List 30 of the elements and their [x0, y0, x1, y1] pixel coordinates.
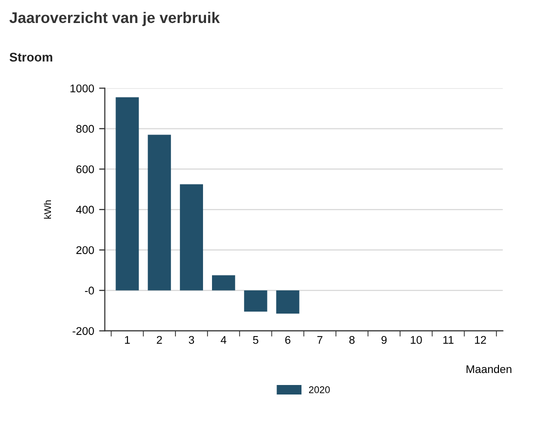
x-tick-label: 1: [125, 336, 130, 344]
legend-label: 2020: [309, 386, 330, 394]
chart-title: Jaaroverzicht van je verbruik: [9, 12, 220, 26]
bar: [276, 290, 300, 314]
y-tick-label: -0: [84, 286, 94, 295]
x-tick-label: 5: [253, 336, 258, 344]
x-tick-label: 12: [475, 336, 486, 344]
x-axis-title: Maanden: [466, 364, 512, 374]
x-tick-label: 8: [349, 336, 355, 344]
bar: [180, 184, 204, 290]
bar: [116, 97, 139, 290]
y-tick-label: 400: [76, 206, 94, 214]
y-tick-label: -200: [72, 327, 94, 335]
y-tick-label: 600: [76, 165, 94, 174]
y-tick-label: 200: [76, 246, 94, 254]
bar: [244, 290, 268, 312]
x-tick-label: 9: [381, 336, 387, 344]
y-tick-label: 1000: [70, 84, 94, 92]
x-tick-label: 6: [285, 336, 290, 344]
x-tick-label: 11: [443, 336, 454, 344]
bar: [148, 134, 171, 290]
x-tick-label: 10: [410, 336, 422, 344]
bar: [212, 275, 236, 290]
chart-subtitle: Stroom: [10, 52, 52, 62]
y-tick-label: 800: [76, 124, 94, 133]
x-tick-label: 3: [188, 336, 194, 344]
x-tick-label: 7: [317, 336, 322, 344]
y-axis-title: kWh: [44, 200, 51, 219]
x-tick-label: 2: [156, 336, 162, 344]
x-tick-label: 4: [220, 336, 226, 344]
